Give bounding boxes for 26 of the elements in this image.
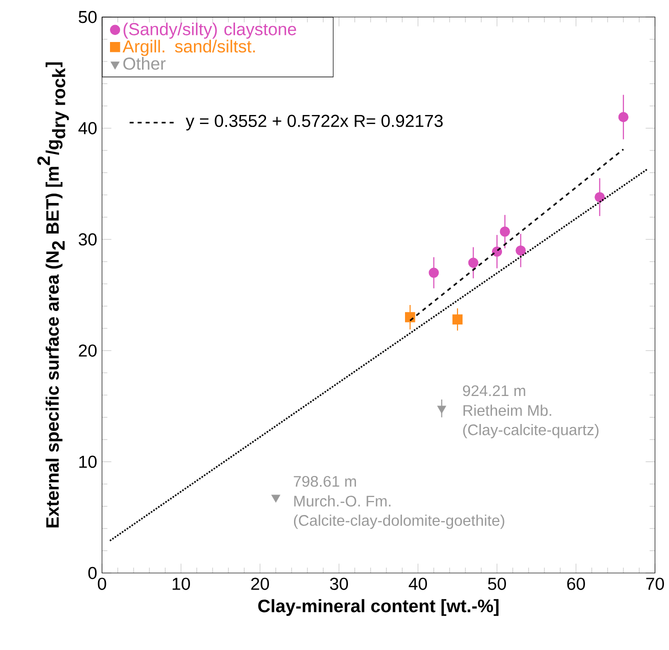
x-tick-label: 40 <box>408 578 427 590</box>
annotation: (Clay-calcite-quartz) <box>463 424 598 438</box>
annotation: 798.61 m <box>294 476 356 487</box>
y-tick-label: 20 <box>78 344 97 357</box>
x-tick-label: 30 <box>330 578 348 590</box>
x-tick-label: 10 <box>172 578 190 590</box>
legend-label: (Sandy/silty) claystone <box>124 22 296 39</box>
legend-label: Argill. sand/siltst. <box>122 40 255 56</box>
y-tick-label: 30 <box>78 233 97 246</box>
annotation: 924.21 m <box>462 385 526 396</box>
y-tick-label: 40 <box>78 122 97 134</box>
y-axis-title: $\textbf{External specific surface area (N}_{\textbf{2}}\textbf{ BET) [m}^{\textbf{2}}\textbf{/g}_{\textbf{dry rock}}\textbf{]}$ <box>37 62 69 528</box>
annotation: Murch.-O. Fm. <box>294 495 390 507</box>
legend-label: Other <box>123 57 166 70</box>
x-tick-label: 0 <box>98 578 106 590</box>
x-tick-label: 50 <box>488 578 506 590</box>
annotation: (Calcite-clay-dolomite-goethite) <box>294 514 504 529</box>
y-tick-label: 0 <box>88 566 97 580</box>
x-tick-label: 20 <box>251 578 269 590</box>
y-tick-label: 10 <box>79 456 97 468</box>
x-tick-label: 60 <box>567 578 585 590</box>
x-axis-title: Clay-mineral content [wt.-%] <box>258 599 498 616</box>
annotation: Rietheim Mb. <box>464 404 552 416</box>
legend-label: y = 0.3552 + 0.5722x R= 0.92173 <box>186 114 443 130</box>
y-tick-label: 50 <box>78 10 97 24</box>
x-tick-label: 70 <box>646 578 664 590</box>
